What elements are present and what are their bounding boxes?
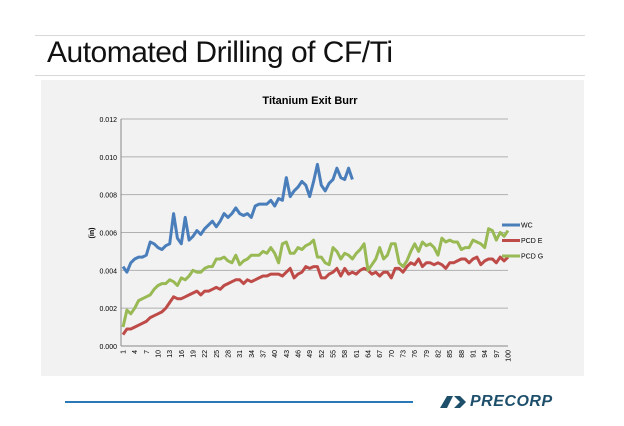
- x-tick-label: 85: [447, 350, 454, 358]
- x-tick-label: 64: [366, 350, 373, 358]
- x-tick-label: 40: [272, 350, 279, 358]
- x-tick-label: 82: [436, 350, 443, 358]
- x-tick-label: 88: [459, 350, 466, 358]
- y-tick-label: 0.008: [99, 193, 117, 200]
- x-tick-label: 67: [377, 350, 384, 358]
- x-tick-label: 49: [307, 350, 314, 358]
- x-tick-label: 100: [506, 350, 513, 362]
- series-line-pcd-e: [121, 255, 510, 336]
- x-tick-label: 16: [179, 350, 186, 358]
- y-tick-label: 0.004: [99, 268, 117, 275]
- y-tick-label: 0.000: [99, 344, 117, 351]
- x-tick-label: 55: [331, 350, 338, 358]
- x-tick-label: 79: [424, 350, 431, 358]
- x-tick-label: 70: [389, 350, 396, 358]
- x-tick-label: 28: [226, 350, 233, 358]
- slide-title: Automated Drilling of CF/Ti: [47, 36, 393, 69]
- x-tick-label: 37: [261, 350, 268, 358]
- chart-panel: [41, 80, 584, 376]
- x-tick-label: 10: [156, 350, 163, 358]
- y-tick-label: 0.012: [99, 117, 117, 124]
- x-tick-label: 22: [202, 350, 209, 358]
- x-tick-label: 34: [249, 350, 256, 358]
- x-tick-label: 13: [167, 350, 174, 358]
- y-axis-label: (in): [89, 228, 96, 239]
- title-divider: [35, 75, 585, 76]
- logo-mark-icon: [440, 396, 466, 408]
- x-tick-label: 94: [482, 350, 489, 358]
- x-tick-label: 52: [319, 350, 326, 358]
- logo-text: PRECORP: [470, 393, 553, 410]
- series-line-wc: [121, 162, 354, 274]
- x-tick-label: 31: [237, 350, 244, 358]
- x-tick-label: 73: [401, 350, 408, 358]
- x-tick-label: 61: [354, 350, 361, 358]
- x-tick-label: 46: [296, 350, 303, 358]
- x-tick-label: 4: [132, 350, 139, 354]
- legend-label: PCD G: [521, 254, 543, 261]
- x-tick-label: 76: [412, 350, 419, 358]
- top-divider: [35, 35, 585, 36]
- y-tick-label: 0.002: [99, 306, 117, 313]
- y-tick-label: 0.006: [99, 231, 117, 238]
- x-tick-label: 1: [121, 350, 128, 354]
- legend-label: PCD E: [521, 238, 543, 245]
- x-tick-label: 7: [144, 350, 151, 354]
- footer-line: [65, 401, 413, 403]
- x-tick-label: 19: [191, 350, 198, 358]
- x-tick-label: 91: [471, 350, 478, 358]
- x-tick-label: 43: [284, 350, 291, 358]
- x-tick-label: 97: [494, 350, 501, 358]
- precorp-logo: PRECORP: [440, 393, 553, 411]
- chart-title: Titanium Exit Burr: [262, 95, 358, 107]
- x-tick-label: 58: [342, 350, 349, 358]
- y-tick-label: 0.010: [99, 155, 117, 162]
- legend-label: WC: [521, 223, 533, 230]
- x-tick-label: 25: [214, 350, 221, 358]
- series-line-pcd-g: [121, 227, 510, 328]
